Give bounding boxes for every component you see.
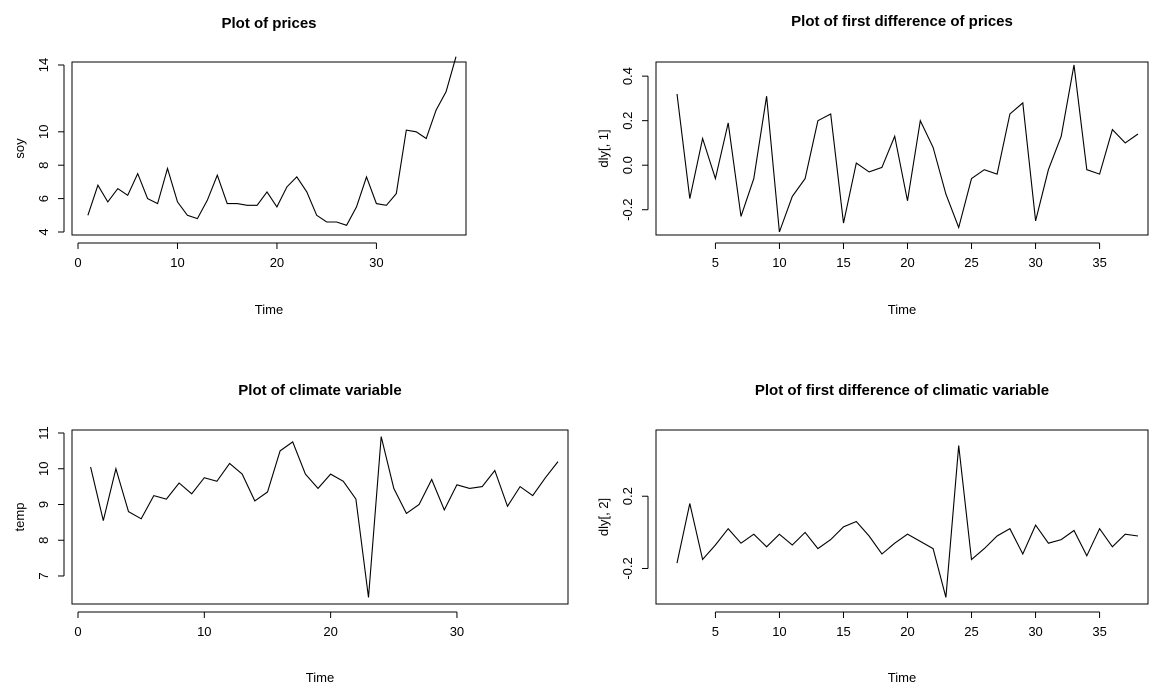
series-line: [90, 436, 559, 598]
x-tick-label: 30: [1028, 624, 1042, 639]
x-tick-label: 20: [270, 255, 284, 270]
y-tick-label: 0.0: [620, 156, 635, 174]
y-tick-label: 14: [36, 58, 51, 72]
panel-diff-climate: Plot of first difference of climatic var…: [596, 382, 1149, 685]
y-tick-label: 7: [36, 572, 51, 579]
x-tick-label: 5: [712, 255, 719, 270]
series-line: [87, 56, 457, 226]
y-axis-label: dly[, 1]: [596, 129, 611, 167]
plot-frame: [71, 61, 467, 236]
y-tick-label: -0.2: [620, 199, 635, 221]
y-tick-label: 0.2: [620, 112, 635, 130]
x-tick-label: 10: [197, 624, 211, 639]
y-tick-label: 8: [36, 537, 51, 544]
panel-diff-prices: Plot of first difference of prices Time dl…: [596, 13, 1149, 317]
y-axis-label: temp: [12, 503, 27, 532]
x-tick-label: 25: [964, 624, 978, 639]
x-tick-label: 20: [323, 624, 337, 639]
y-tick-label: 0.4: [620, 67, 635, 85]
x-tick-label: 30: [369, 255, 383, 270]
x-tick-label: 0: [74, 255, 81, 270]
y-tick-label: 8: [36, 162, 51, 169]
plot-frame: [655, 429, 1149, 605]
y-axis-label: soy: [12, 138, 27, 159]
x-tick-label: 35: [1092, 624, 1106, 639]
y-tick-label: 10: [36, 125, 51, 139]
chart-title: Plot of first difference of climatic var…: [755, 382, 1049, 399]
y-tick-label: 10: [36, 462, 51, 476]
x-tick-label: 30: [450, 624, 464, 639]
y-tick-label: 11: [36, 426, 51, 440]
x-tick-label: 35: [1092, 255, 1106, 270]
x-tick-label: 15: [836, 255, 850, 270]
x-tick-label: 25: [964, 255, 978, 270]
y-tick-label: 6: [36, 195, 51, 202]
series-line: [676, 445, 1139, 598]
chart-title: Plot of prices: [221, 15, 316, 32]
x-axis-label: Time: [888, 302, 916, 317]
x-tick-label: 15: [836, 624, 850, 639]
plot-frame: [71, 429, 569, 605]
x-tick-label: 20: [900, 255, 914, 270]
y-tick-label: 0.2: [620, 487, 635, 505]
y-tick-label: 4: [36, 228, 51, 235]
x-axis-label: Time: [888, 670, 916, 685]
x-tick-label: 10: [170, 255, 184, 270]
x-tick-label: 20: [900, 624, 914, 639]
y-tick-label: 9: [36, 501, 51, 508]
chart-title: Plot of climate variable: [238, 382, 401, 399]
x-tick-label: 10: [772, 255, 786, 270]
x-tick-label: 5: [712, 624, 719, 639]
plot-frame: [655, 61, 1149, 236]
chart-title: Plot of first difference of prices: [791, 13, 1013, 30]
x-axis-label: Time: [306, 670, 334, 685]
panel-prices: Plot of prices Time soy 0 10 20 30 4 6 8 10 14: [12, 15, 467, 317]
x-tick-label: 30: [1028, 255, 1042, 270]
x-tick-label: 10: [772, 624, 786, 639]
panel-climate: Plot of climate variable Time temp 0 10 20 30 7…: [12, 382, 569, 685]
x-axis-label: Time: [255, 302, 283, 317]
y-tick-label: -0.2: [620, 557, 635, 579]
y-axis-label: dly[, 2]: [596, 498, 611, 536]
x-tick-label: 0: [74, 624, 81, 639]
series-line: [676, 64, 1139, 233]
